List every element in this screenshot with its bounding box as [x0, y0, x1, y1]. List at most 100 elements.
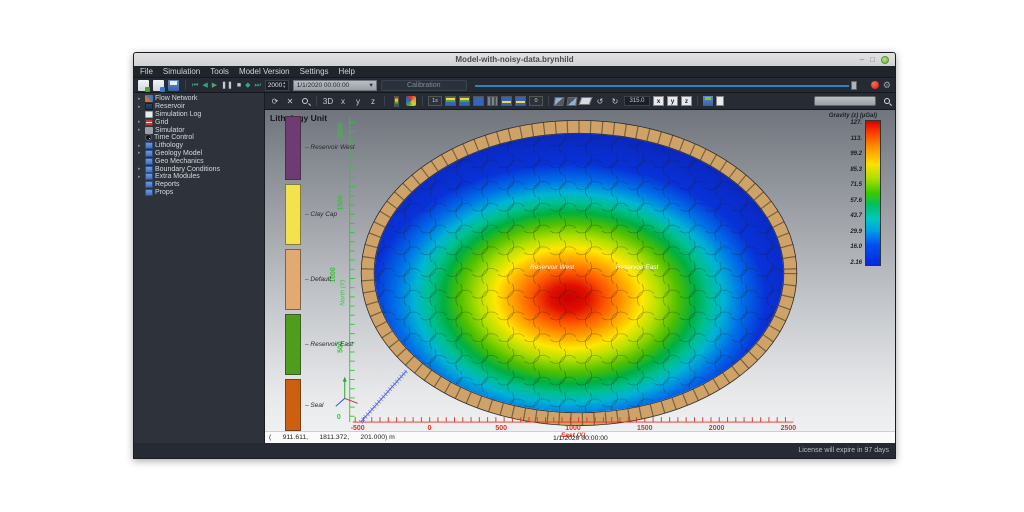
- east-tick: 2000: [709, 425, 725, 431]
- tree-item-simulator[interactable]: ▸ Simulator: [138, 126, 185, 134]
- origin-label: 0: [337, 414, 341, 421]
- maximize-button[interactable]: □: [870, 54, 875, 64]
- tree-item-props[interactable]: Props: [134, 188, 264, 197]
- skip-to-start-button[interactable]: ⏮: [192, 81, 199, 89]
- timeline-slider[interactable]: [474, 80, 863, 91]
- expand-arrow-icon[interactable]: ▸: [138, 95, 141, 102]
- expand-arrow-icon[interactable]: ▸: [138, 150, 141, 157]
- north-axis-label: North (Y): [340, 280, 347, 306]
- slice-view-icon[interactable]: [515, 96, 526, 106]
- expand-arrow-icon[interactable]: ▸: [138, 173, 141, 180]
- tree-item-geology-model[interactable]: ▸ Geology Model: [138, 149, 203, 157]
- expand-arrow-icon[interactable]: ▸: [138, 142, 141, 149]
- grid-view-icon[interactable]: [487, 96, 498, 106]
- rotate-cw-icon[interactable]: ↻: [611, 96, 619, 106]
- slider-handle[interactable]: [850, 80, 857, 90]
- plane-x-button[interactable]: x: [653, 96, 664, 106]
- palette-icon[interactable]: [405, 95, 417, 107]
- tree-item-time-control[interactable]: Time Control: [134, 134, 264, 142]
- datetime-value: 1/1/2020 00:00:00: [296, 81, 350, 89]
- layer-view-icon[interactable]: [459, 96, 470, 106]
- stop-button[interactable]: ■: [236, 81, 242, 89]
- rotate-ccw-icon[interactable]: ↺: [596, 96, 604, 106]
- search-input[interactable]: [814, 96, 876, 106]
- fit-view-icon[interactable]: ✕: [286, 96, 294, 106]
- menu-help[interactable]: Help: [338, 67, 355, 76]
- expand-arrow-icon[interactable]: ▸: [138, 127, 141, 134]
- tree-item-grid[interactable]: ▸ Grid: [138, 118, 169, 126]
- viewport-3d[interactable]: 2000 1500 1000 500 North (Y) 0 -500 0 50…: [265, 110, 895, 431]
- cube-slice-right-icon[interactable]: [566, 96, 578, 106]
- view-axis-z-button[interactable]: z: [371, 96, 375, 106]
- menu-file[interactable]: File: [140, 67, 153, 76]
- litho-band-seal: [285, 379, 301, 431]
- main-toolbar: ⏮ ◀ ▶ ❚❚ ■ ◆ ⏭ 2000 ▲ ▼ 1/1/2020 00:00:00…: [134, 78, 895, 93]
- litho-label: Reservoir West: [305, 144, 354, 151]
- minimize-button[interactable]: –: [859, 54, 865, 64]
- color-legend-toggle-icon[interactable]: [390, 95, 402, 107]
- layer-view-icon[interactable]: [445, 96, 456, 106]
- view-3d-button[interactable]: 3D: [322, 96, 334, 106]
- colorbar-ticks: 127. 113. 99.2 85.3 71.5 57.6 43.7 29.9 …: [850, 120, 862, 266]
- slider-track[interactable]: [474, 84, 849, 87]
- new-file-icon[interactable]: [138, 79, 150, 92]
- menu-settings[interactable]: Settings: [299, 67, 329, 76]
- slice-view-icon[interactable]: [501, 96, 512, 106]
- tree-item-extra-modules[interactable]: ▸ Extra Modules: [138, 173, 200, 181]
- solid-view-icon[interactable]: [473, 96, 484, 106]
- plane-slice-icon[interactable]: [578, 97, 593, 105]
- litho-label: Clay Cap: [305, 211, 337, 218]
- gear-icon[interactable]: ⚙: [882, 79, 891, 90]
- flow-network-icon: [145, 95, 153, 103]
- pause-button[interactable]: ❚❚: [221, 81, 233, 89]
- spinner-arrows-icon[interactable]: ▲ ▼: [282, 80, 287, 89]
- zoom-select-icon[interactable]: [299, 95, 311, 107]
- model-tree-panel: ▸ Flow Network ▸ Reservoir Simulation Lo…: [134, 93, 265, 443]
- rotate-view-icon[interactable]: ⟳: [271, 96, 279, 106]
- top-layer-button[interactable]: 1s: [428, 96, 442, 106]
- expand-arrow-icon[interactable]: ▸: [138, 103, 141, 110]
- east-tick: 1500: [637, 425, 653, 431]
- expand-arrow-icon[interactable]: ▸: [138, 119, 141, 126]
- close-button[interactable]: [881, 55, 889, 64]
- tree-item-reports[interactable]: Reports: [134, 181, 264, 189]
- bottom-layer-button[interactable]: 0: [529, 96, 543, 106]
- view-axis-x-button[interactable]: x: [341, 96, 345, 106]
- folder-icon: [145, 149, 153, 157]
- tree-item-reservoir[interactable]: ▸ Reservoir: [138, 103, 185, 111]
- status-datetime: 1/1/2020 00:00:00: [553, 434, 608, 442]
- axis-triad-icon: [335, 376, 358, 407]
- gravity-mesh-plot: 2000 1500 1000 500 North (Y) 0 -500 0 50…: [330, 117, 798, 431]
- view-axis-y-button[interactable]: y: [356, 96, 360, 106]
- save-view-icon[interactable]: [703, 96, 713, 106]
- step-back-button[interactable]: ◀: [202, 81, 208, 89]
- plane-y-button[interactable]: y: [667, 96, 678, 106]
- tree-item-lithology[interactable]: ▸ Lithology: [138, 142, 184, 150]
- clock-icon: [145, 134, 152, 142]
- step-forward-button[interactable]: ◆: [245, 81, 251, 89]
- step-size-spinner[interactable]: 2000 ▲ ▼: [264, 79, 289, 91]
- menu-tools[interactable]: Tools: [210, 67, 229, 76]
- plane-z-button[interactable]: z: [681, 96, 692, 106]
- tree-item-boundary-conditions[interactable]: ▸ Boundary Conditions: [138, 165, 220, 173]
- calibration-button[interactable]: Calibration: [380, 79, 467, 91]
- tree-item-simulation-log[interactable]: Simulation Log: [134, 110, 264, 119]
- search-icon[interactable]: [879, 95, 891, 107]
- skip-to-end-button[interactable]: ⏭: [254, 81, 261, 89]
- play-button[interactable]: ▶: [211, 81, 218, 89]
- save-file-icon[interactable]: [168, 79, 179, 91]
- menu-model-version[interactable]: Model Version: [238, 67, 290, 76]
- cube-slice-left-icon[interactable]: [553, 96, 565, 106]
- folder-icon: [145, 142, 153, 150]
- record-button[interactable]: [870, 81, 879, 89]
- expand-arrow-icon[interactable]: ▸: [138, 166, 141, 173]
- tree-item-geo-mechanics[interactable]: Geo Mechanics: [134, 157, 264, 165]
- rotation-angle-field[interactable]: 315.0: [624, 96, 650, 106]
- litho-band-reservoir-west: [285, 116, 301, 180]
- litho-band-clay-cap: [285, 184, 301, 245]
- datetime-dropdown[interactable]: 1/1/2020 00:00:00 ▾: [292, 79, 377, 91]
- open-file-icon[interactable]: [153, 79, 165, 92]
- tree-item-flow-network[interactable]: ▸ Flow Network: [138, 95, 198, 103]
- report-icon[interactable]: [716, 96, 724, 106]
- menu-simulation[interactable]: Simulation: [162, 67, 201, 76]
